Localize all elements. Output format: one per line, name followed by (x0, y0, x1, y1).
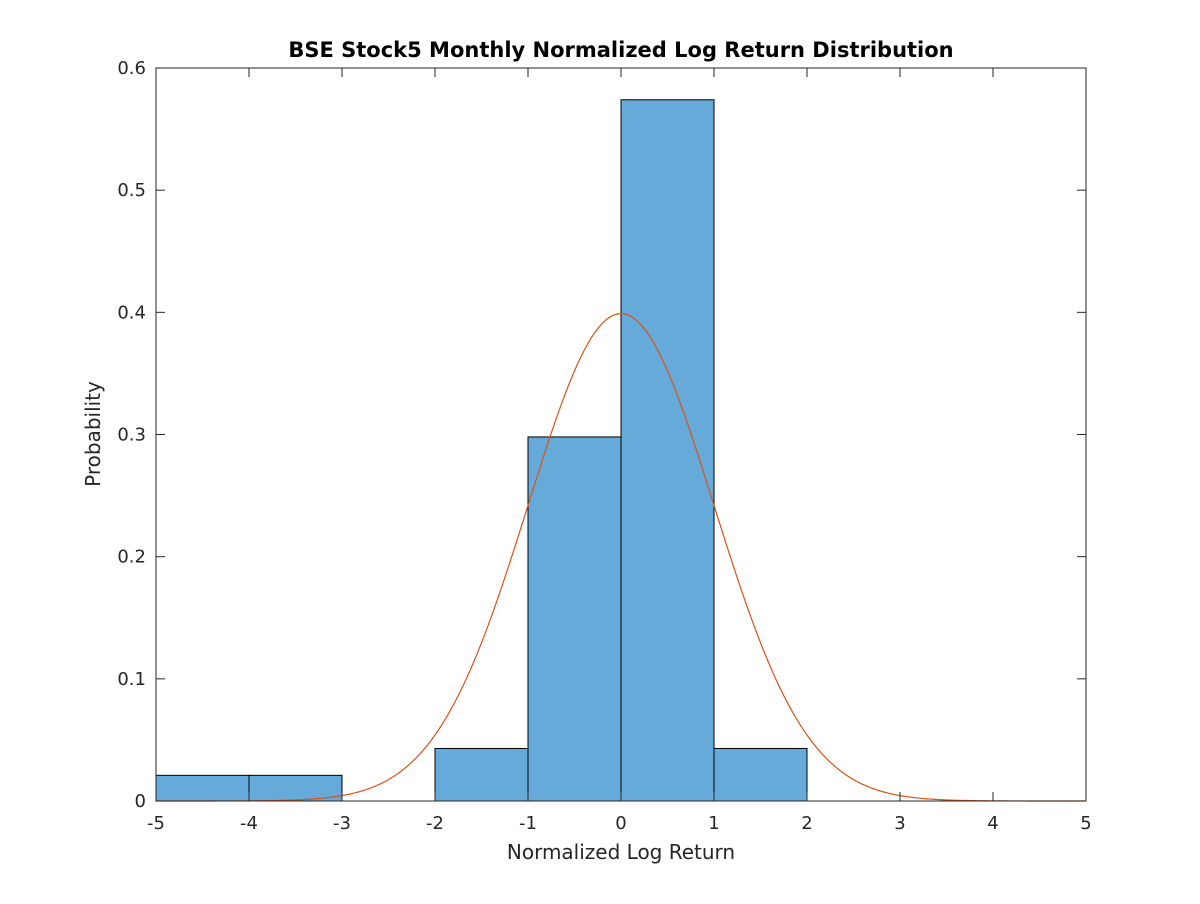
x-axis-label: Normalized Log Return (507, 840, 735, 864)
x-tick-label: 3 (894, 813, 905, 834)
x-tick-label: -2 (426, 813, 444, 834)
y-tick-label: 0 (135, 791, 146, 812)
y-tick-label: 0.3 (117, 425, 146, 446)
x-tick-label: -3 (333, 813, 351, 834)
y-tick-label: 0.5 (117, 180, 146, 201)
x-tick-label: -4 (240, 813, 258, 834)
x-tick-label: -5 (147, 813, 165, 834)
x-tick-label: 4 (987, 813, 998, 834)
bars-layer (155, 99, 808, 802)
x-tick-label: 2 (801, 813, 812, 834)
y-tick-label: 0.1 (117, 669, 146, 690)
x-tick-label: 1 (708, 813, 719, 834)
y-tick-label: 0.4 (117, 302, 146, 323)
histogram-bar (248, 774, 343, 802)
x-tick-label: 5 (1080, 813, 1091, 834)
x-tick-label: -1 (519, 813, 537, 834)
x-tick-label: 0 (615, 813, 626, 834)
chart-title: BSE Stock5 Monthly Normalized Log Return… (288, 38, 953, 62)
histogram-bar (620, 99, 715, 802)
histogram-bar (155, 774, 250, 802)
histogram-bar (713, 747, 808, 802)
histogram-bar (434, 747, 529, 802)
normal-pdf-curve (156, 313, 1086, 802)
y-axis-label: Probability (81, 381, 105, 487)
y-tick-label: 0.6 (117, 58, 146, 79)
histogram-bar (527, 436, 622, 802)
y-tick-label: 0.2 (117, 547, 146, 568)
x-axis-ticks: -5 -4 -3 -2 -1 0 1 2 3 4 5 (147, 68, 1092, 834)
y-axis-ticks: 0 0.1 0.2 0.3 0.4 0.5 0.6 (117, 58, 1086, 812)
